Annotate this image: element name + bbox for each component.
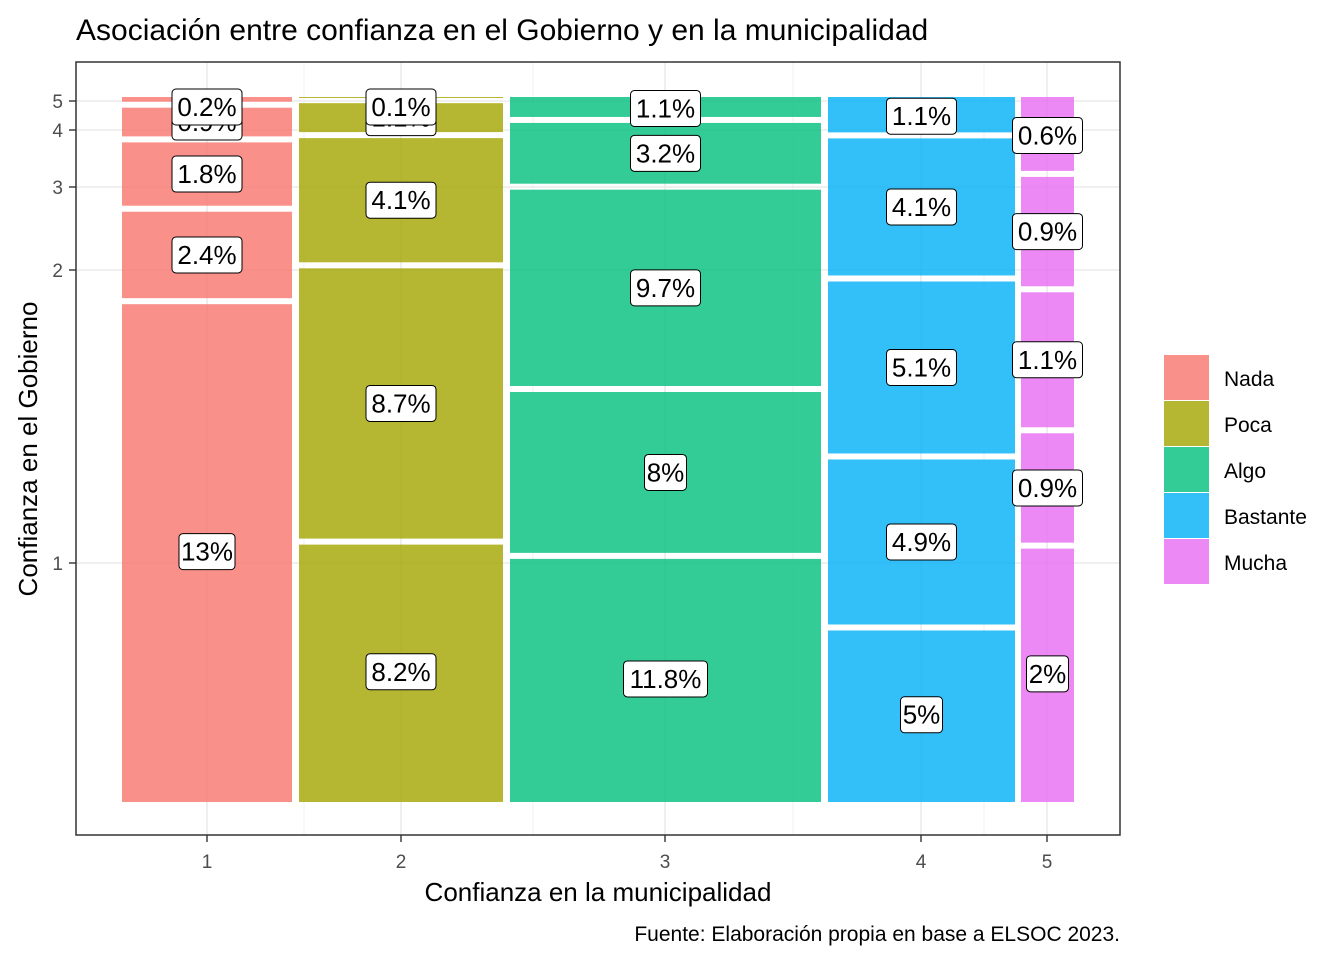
y-axis-title: Confianza en el Gobierno	[13, 302, 43, 597]
x-tick-label: 1	[202, 852, 213, 873]
data-label: 0.1%	[371, 92, 430, 122]
data-label-box	[644, 453, 687, 491]
data-label-box	[1012, 469, 1083, 507]
data-label: 5%	[903, 700, 941, 730]
data-label-box	[171, 155, 243, 193]
data-label-box	[178, 533, 236, 571]
x-tick-label: 5	[1042, 852, 1053, 873]
legend-key-bastante	[1164, 493, 1209, 538]
data-label-box	[1012, 341, 1083, 379]
data-label-box	[623, 660, 708, 698]
data-label: 3.2%	[636, 138, 695, 168]
data-label: 0.9%	[1018, 473, 1077, 503]
legend-label: Poca	[1224, 414, 1272, 437]
legend-label: Algo	[1224, 460, 1266, 483]
data-label-box	[1012, 116, 1083, 154]
data-label-box	[171, 236, 243, 274]
data-label-box	[1012, 213, 1083, 251]
data-label: 5.1%	[892, 352, 951, 382]
y-tick-label: 2	[52, 261, 63, 282]
mosaic-tiles	[122, 97, 1074, 802]
data-label-box	[886, 97, 957, 135]
legend-label: Mucha	[1224, 552, 1287, 575]
x-tick-label: 2	[396, 852, 407, 873]
x-tick-label: 3	[660, 852, 671, 873]
data-label-box	[1026, 655, 1069, 693]
data-label-box	[900, 696, 943, 734]
legend-label: Nada	[1224, 368, 1275, 391]
data-label: 1.8%	[177, 159, 236, 189]
x-axis-title: Confianza en la municipalidad	[425, 877, 772, 907]
data-label: 1.1%	[636, 93, 695, 123]
data-label-box	[365, 88, 437, 126]
legend-key-poca	[1164, 401, 1209, 446]
legend-label: Bastante	[1224, 506, 1307, 529]
legend-key-algo	[1164, 447, 1209, 492]
data-label-box	[630, 269, 701, 307]
data-label-box	[171, 88, 243, 126]
chart-title: Asociación entre confianza en el Gobiern…	[76, 14, 928, 47]
y-tick-label: 4	[52, 121, 63, 142]
data-label-box	[886, 348, 957, 386]
y-tick-label: 5	[52, 92, 63, 113]
data-label: 4.1%	[371, 185, 430, 215]
data-label-box	[365, 653, 437, 691]
data-label: 1.1%	[1018, 345, 1077, 375]
data-label: 8.2%	[371, 657, 430, 687]
data-label: 2.4%	[177, 240, 236, 270]
y-tick-label: 1	[52, 554, 63, 575]
plot-border	[75, 61, 1121, 836]
data-label-box	[365, 181, 437, 219]
legend-key-nada	[1164, 355, 1209, 400]
data-label: 9.7%	[636, 273, 695, 303]
x-tick-label: 4	[916, 852, 927, 873]
data-label: 0.9%	[1018, 217, 1077, 247]
axis-ticks: 1 2 3 4 5 1 2 3 4 5	[52, 92, 1052, 873]
data-label: 0.2%	[177, 92, 236, 122]
data-label: 0.6%	[1018, 120, 1077, 150]
data-label-box	[886, 188, 957, 226]
data-label-box	[365, 384, 437, 422]
data-label-box	[886, 523, 957, 561]
data-label: 13%	[181, 537, 233, 567]
caption: Fuente: Elaboración propia en base a ELS…	[634, 923, 1120, 946]
data-label: 8%	[647, 457, 685, 487]
data-label: 11.8%	[630, 664, 702, 694]
legend: Nada Poca Algo Bastante Mucha	[1164, 355, 1307, 584]
legend-key-mucha	[1164, 539, 1209, 584]
data-label: 4.1%	[892, 192, 951, 222]
data-label: 2%	[1029, 659, 1067, 689]
data-label: 8.7%	[371, 388, 430, 418]
y-tick-label: 3	[52, 178, 63, 199]
data-label: 4.9%	[892, 527, 951, 557]
data-labels: 13% 2.4% 1.8% 0.9% 0.2% 8.2% 8.7% 4.1% 1.1% 0.1% 1…	[171, 88, 1083, 734]
data-label-box	[630, 89, 701, 127]
data-label-box	[630, 134, 701, 172]
data-label: 1.1%	[892, 101, 951, 131]
